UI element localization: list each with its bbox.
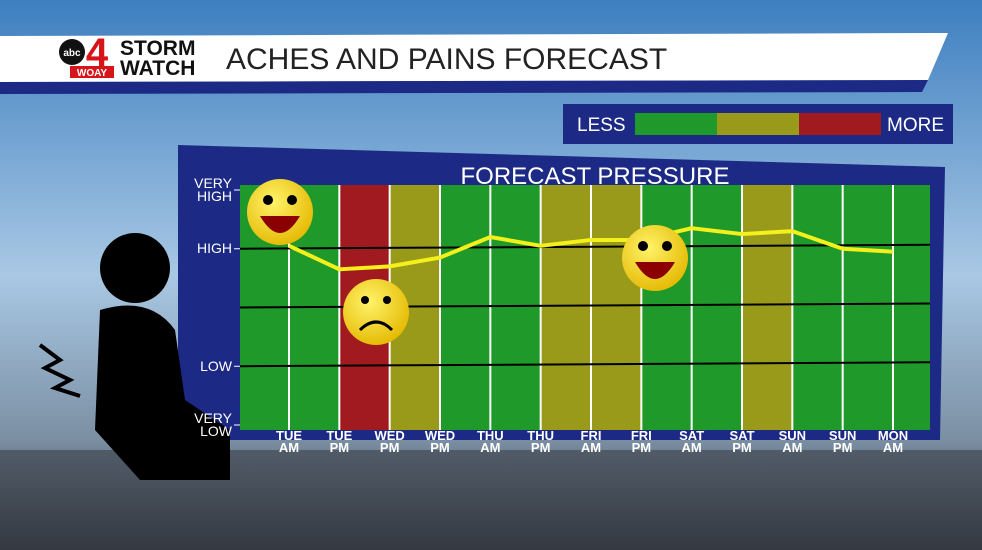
legend-swatch [717, 113, 799, 135]
x-tick-label: SAT AM [679, 428, 705, 455]
y-tick-label: VERY HIGH [194, 175, 232, 204]
logo-circle [59, 39, 85, 65]
x-tick-label: SUN PM [828, 428, 857, 455]
x-tick-label: FRI AM [580, 428, 602, 455]
data-line [288, 226, 894, 272]
legend-swatch [635, 113, 717, 135]
face-sad [343, 279, 409, 345]
page-title: ACHES AND PAINS FORECAST [226, 43, 667, 76]
y-tick-label: VERY LOW [194, 410, 232, 439]
person-head [100, 233, 170, 303]
logo-station-box [70, 66, 114, 78]
column-band [842, 185, 893, 430]
column-band [440, 185, 491, 430]
header-stripe [0, 80, 928, 94]
column-band [591, 185, 642, 430]
y-tick-label: HIGH [197, 240, 232, 257]
face-happy [622, 225, 688, 291]
logo-station: WOAY [77, 68, 108, 79]
legend-label: LESS [577, 115, 626, 136]
logo-line1: STORM [120, 37, 195, 60]
x-tick-label: THU AM [476, 428, 504, 455]
column-band [490, 185, 541, 430]
column-band [893, 185, 930, 430]
legend-label: MORE [887, 115, 944, 136]
header-bar [0, 33, 948, 82]
column-band [641, 185, 692, 430]
logo-channel: 4 [86, 31, 109, 75]
person-body [95, 305, 230, 480]
pain-symbol [38, 343, 81, 398]
column-band [691, 185, 742, 430]
x-tick-label: TUE PM [326, 428, 353, 455]
x-tick-label: WED PM [424, 428, 456, 455]
x-tick-label: MON AM [877, 428, 909, 455]
person [38, 233, 230, 480]
x-tick-label: FRI PM [630, 428, 652, 455]
column-band [742, 185, 793, 430]
logo-network: abc [63, 48, 81, 59]
column-band [792, 185, 843, 430]
x-tick-label: THU PM [527, 428, 555, 455]
x-tick-label: SUN AM [778, 428, 807, 455]
column-band [540, 185, 591, 430]
x-tick-label: SAT PM [729, 428, 755, 455]
x-tick-label: TUE AM [276, 428, 302, 455]
x-tick-label: WED PM [374, 428, 405, 455]
logo-line2: WATCH [120, 57, 195, 80]
legend-swatch [799, 113, 881, 135]
grid-line [239, 361, 931, 368]
face-happy [247, 179, 313, 245]
grid-line [239, 243, 931, 250]
y-tick-label: LOW [200, 357, 232, 374]
